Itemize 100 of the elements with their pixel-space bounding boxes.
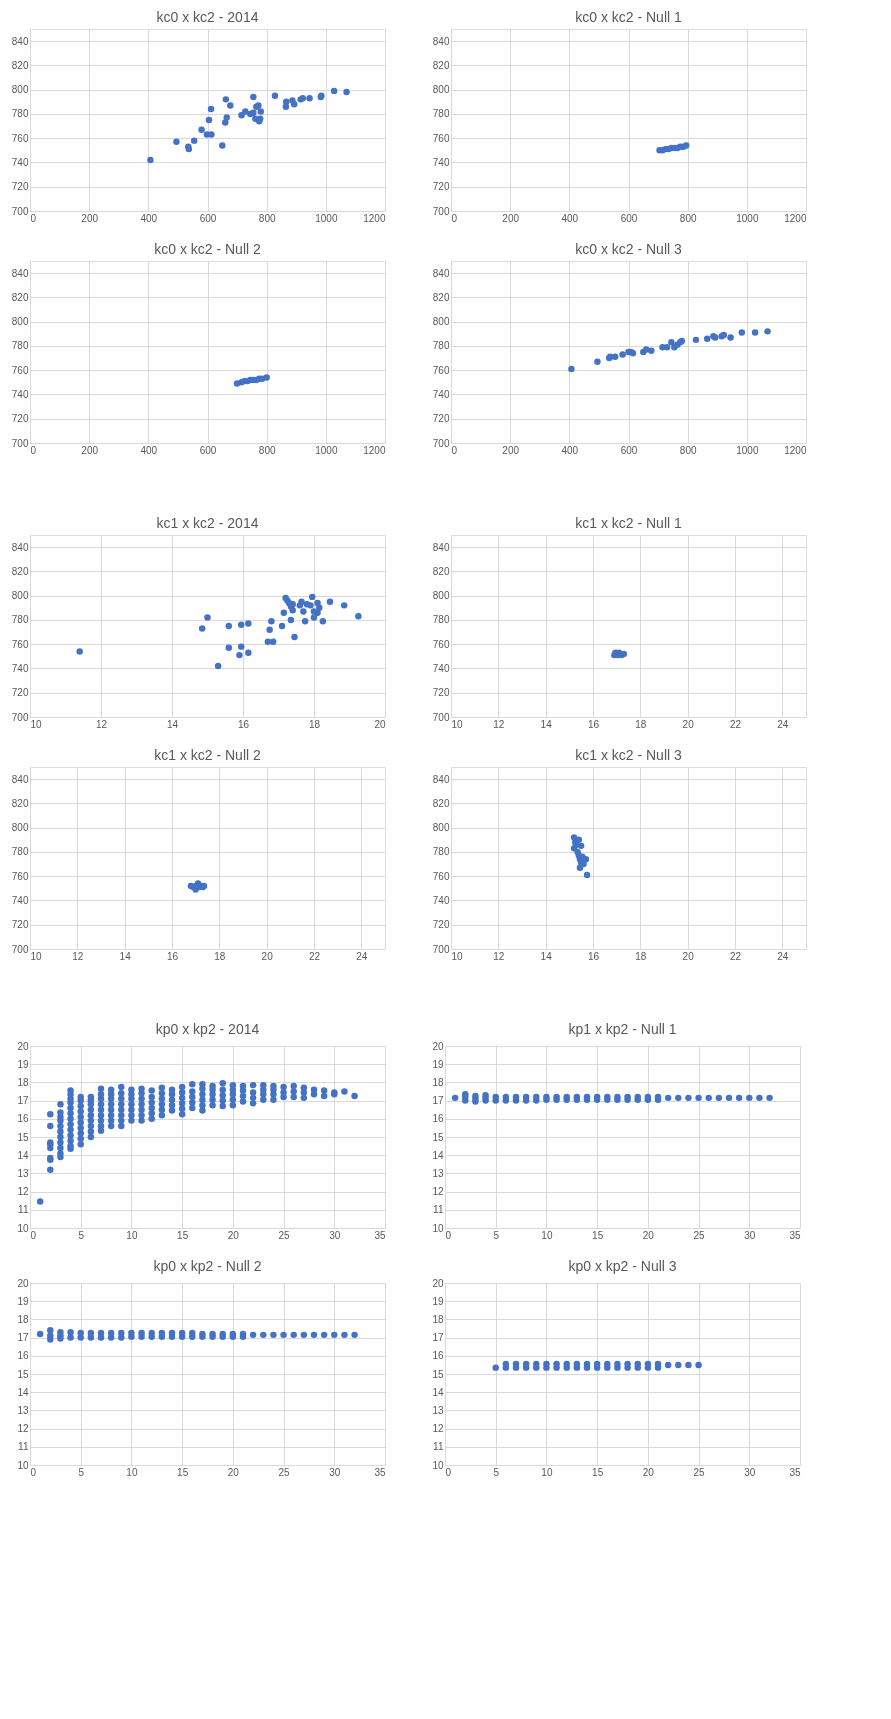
x-tick-label: 14 [540, 950, 553, 962]
y-tick-label: 18 [432, 1076, 444, 1088]
x-tick-label: 35 [789, 1466, 801, 1478]
y-tick-label: 700 [11, 943, 29, 955]
y-tick-label: 740 [11, 662, 29, 674]
x-tick-label: 14 [540, 718, 553, 730]
x-tick-label: 18 [635, 950, 647, 962]
x-tick-label: 800 [679, 212, 697, 224]
x-tick-label: 200 [502, 444, 520, 456]
y-tick-label: 700 [11, 205, 29, 217]
y-tick-label: 740 [11, 894, 29, 906]
x-tick-label: 600 [620, 444, 638, 456]
y-tick-label: 820 [432, 565, 450, 577]
x-tick-label: 10 [451, 950, 464, 962]
y-tick-label: 16 [17, 1350, 29, 1362]
x-tick-label: 30 [329, 1466, 341, 1478]
chart-title: kp0 x kp2 - Null 2 [153, 1258, 262, 1274]
x-tick-label: 0 [445, 1229, 452, 1241]
y-tick-label: 17 [17, 1332, 29, 1344]
y-tick-label: 13 [17, 1167, 29, 1179]
y-tick-label: 840 [11, 541, 29, 553]
x-tick-label: 20 [642, 1466, 655, 1478]
y-tick-label: 13 [432, 1167, 444, 1179]
y-tick-label: 820 [11, 565, 29, 577]
x-tick-label: 30 [744, 1466, 756, 1478]
y-tick-label: 840 [11, 267, 29, 279]
y-tick-label: 760 [11, 638, 29, 650]
x-tick-label: 20 [682, 718, 695, 730]
x-tick-label: 10 [451, 718, 464, 730]
x-tick-label: 18 [635, 718, 647, 730]
y-tick-label: 17 [432, 1332, 444, 1344]
y-tick-label: 14 [432, 1149, 444, 1161]
x-tick-label: 24 [777, 950, 789, 962]
y-tick-label: 19 [432, 1058, 444, 1070]
chart-title: kc0 x kc2 - Null 1 [575, 9, 682, 25]
y-tick-label: 14 [17, 1386, 29, 1398]
y-tick-label: 17 [432, 1095, 444, 1107]
y-tick-label: 760 [11, 870, 29, 882]
y-tick-label: 18 [432, 1313, 444, 1325]
y-tick-label: 12 [17, 1423, 29, 1435]
y-tick-label: 760 [11, 364, 29, 376]
x-tick-label: 16 [587, 950, 600, 962]
y-tick-label: 840 [432, 35, 450, 47]
y-tick-label: 15 [17, 1131, 29, 1143]
y-tick-label: 700 [11, 711, 29, 723]
x-tick-label: 10 [126, 1229, 138, 1241]
chart-title: kp0 x kp2 - 2014 [155, 1021, 260, 1037]
y-tick-label: 11 [433, 1204, 444, 1216]
x-tick-label: 25 [693, 1229, 706, 1241]
x-tick-label: 16 [587, 718, 600, 730]
y-tick-label: 720 [432, 919, 450, 931]
y-tick-label: 15 [432, 1368, 444, 1380]
x-tick-label: 20 [374, 718, 386, 730]
y-tick-label: 760 [11, 132, 29, 144]
x-tick-label: 12 [493, 950, 505, 962]
x-tick-label: 400 [140, 212, 158, 224]
y-tick-label: 780 [432, 340, 450, 352]
y-tick-label: 780 [432, 614, 450, 626]
x-tick-label: 800 [258, 444, 276, 456]
x-tick-label: 24 [356, 950, 368, 962]
y-tick-label: 840 [11, 773, 29, 785]
y-tick-label: 840 [432, 773, 450, 785]
x-tick-label: 1200 [363, 212, 386, 224]
x-tick-label: 400 [561, 212, 579, 224]
y-tick-label: 820 [432, 797, 450, 809]
x-tick-label: 1000 [736, 444, 759, 456]
x-tick-label: 400 [140, 444, 158, 456]
x-tick-label: 14 [119, 950, 132, 962]
y-tick-label: 820 [432, 59, 450, 71]
y-tick-label: 800 [432, 590, 450, 602]
y-tick-label: 13 [432, 1404, 444, 1416]
y-tick-label: 800 [11, 822, 29, 834]
x-tick-label: 22 [729, 718, 742, 730]
y-tick-label: 740 [11, 156, 29, 168]
y-tick-label: 820 [11, 291, 29, 303]
y-tick-label: 17 [17, 1095, 29, 1107]
y-tick-label: 740 [432, 156, 450, 168]
x-tick-label: 18 [308, 718, 321, 730]
x-tick-label: 16 [237, 718, 250, 730]
y-tick-label: 19 [17, 1058, 29, 1070]
x-tick-label: 1200 [784, 212, 807, 224]
x-tick-label: 0 [451, 444, 458, 456]
y-tick-label: 20 [432, 1040, 444, 1052]
x-tick-label: 15 [177, 1229, 189, 1241]
y-tick-label: 12 [432, 1423, 444, 1435]
y-tick-label: 760 [432, 364, 450, 376]
y-tick-label: 700 [432, 943, 450, 955]
x-tick-label: 25 [278, 1229, 291, 1241]
y-tick-label: 720 [432, 687, 450, 699]
x-tick-label: 1200 [784, 444, 807, 456]
y-tick-label: 13 [17, 1404, 29, 1416]
y-tick-label: 19 [17, 1295, 29, 1307]
y-tick-label: 820 [11, 797, 29, 809]
chart-title: kc0 x kc2 - Null 3 [575, 241, 682, 257]
x-tick-label: 10 [30, 950, 43, 962]
y-tick-label: 12 [17, 1186, 29, 1198]
x-tick-label: 15 [592, 1466, 604, 1478]
y-tick-label: 20 [17, 1277, 29, 1289]
y-tick-label: 840 [432, 267, 450, 279]
x-tick-label: 1000 [315, 444, 338, 456]
